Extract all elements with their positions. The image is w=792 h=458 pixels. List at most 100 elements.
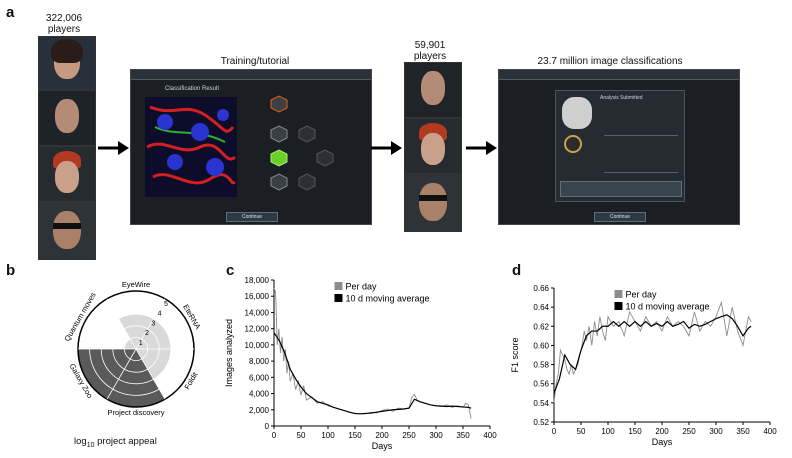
hex-option-icons	[270, 95, 334, 191]
stats-rows	[604, 135, 678, 173]
continue-button-1[interactable]: Continue	[226, 212, 278, 222]
continue-button-2[interactable]: Continue	[594, 212, 646, 222]
y-tick-label: 6,000	[249, 373, 270, 382]
y-axis-label: F1 score	[510, 337, 520, 372]
arrow-icon-2	[371, 141, 402, 155]
avatar-portrait-7	[404, 174, 462, 232]
rank-bar	[560, 181, 682, 197]
radar-ring-label: 5	[164, 301, 168, 308]
radar-ring-label: 1	[139, 340, 143, 347]
panel-c-letter: c	[226, 262, 235, 279]
rank-badge-icon	[564, 135, 582, 153]
radar-caption-log: log	[74, 436, 87, 447]
legend-label: Per day	[625, 290, 657, 300]
x-tick-label: 50	[577, 427, 586, 436]
x-tick-label: 350	[456, 431, 470, 440]
y-tick-label: 0.52	[533, 418, 549, 427]
x-tick-label: 150	[348, 431, 362, 440]
screen-title: Classification Result	[165, 86, 220, 92]
y-tick-label: 8,000	[249, 357, 270, 366]
legend-label: 10 d moving average	[345, 294, 429, 304]
x-tick-label: 400	[763, 427, 777, 436]
radar-axis-label: EyeWire	[122, 280, 150, 289]
x-tick-label: 200	[655, 427, 669, 436]
radar-spoke	[106, 348, 137, 400]
legend-label: Per day	[345, 282, 377, 292]
legend-swatch	[334, 294, 343, 302]
y-tick-label: 2,000	[249, 406, 270, 415]
avatar-portrait-1	[38, 36, 96, 90]
players-count-2-unit: players	[413, 51, 447, 62]
x-tick-label: 100	[321, 431, 335, 440]
x-tick-label: 250	[682, 427, 696, 436]
players-count-2: 59,901 players	[400, 40, 460, 62]
players-count-1-value: 322,006	[45, 13, 83, 24]
players-count-1: 322,006 players	[34, 13, 94, 35]
x-tick-label: 250	[402, 431, 416, 440]
avatar-portrait-5	[404, 62, 462, 118]
legend-swatch	[614, 302, 623, 310]
x-axis-label: Days	[372, 441, 393, 451]
screenshot-analysis-submitted: Analysis Submitted Continue	[498, 69, 740, 225]
series-line-per-day	[273, 287, 472, 419]
series-line-moving-average	[553, 314, 752, 394]
x-tick-label: 350	[736, 427, 750, 436]
avatar-face	[421, 133, 445, 165]
x-tick-label: 400	[483, 431, 497, 440]
y-tick-label: 18,000	[245, 276, 270, 285]
x-tick-label: 150	[628, 427, 642, 436]
dialog-title: Analysis Submitted	[600, 95, 643, 101]
legend-label: 10 d moving average	[625, 302, 709, 312]
radar-caption-sub: 10	[86, 441, 95, 449]
avatar-face	[421, 71, 445, 105]
x-tick-label: 0	[272, 431, 277, 440]
radar-caption: log10 project appeal	[74, 436, 194, 449]
y-tick-label: 4,000	[249, 390, 270, 399]
radar-ring-label: 2	[145, 330, 149, 337]
avatar-portrait-4	[38, 202, 96, 260]
x-axis-label: Days	[652, 437, 673, 447]
panel-a-letter: a	[6, 4, 15, 21]
players-count-1-unit: players	[47, 24, 81, 35]
panel-d-letter: d	[512, 262, 522, 279]
screen-topbar	[131, 70, 371, 80]
panel-b-letter: b	[6, 262, 16, 279]
avatar-face	[53, 211, 81, 249]
y-tick-label: 12,000	[245, 325, 270, 334]
radar-spoke	[135, 348, 166, 400]
radar-sector-project-discovery	[107, 349, 165, 407]
x-tick-label: 300	[709, 427, 723, 436]
avatar-portrait-2	[38, 90, 96, 146]
avatar-portrait-6	[404, 118, 462, 174]
eyepatch	[419, 195, 447, 201]
y-tick-label: 0	[265, 422, 270, 431]
radar-axis-label: Project discovery	[107, 408, 164, 417]
series-line-per-day	[553, 300, 752, 403]
y-tick-label: 0.64	[533, 303, 549, 312]
radar-ring-label: 3	[151, 320, 155, 327]
radar-spoke	[135, 298, 166, 350]
radar-caption-rest: project appeal	[94, 436, 157, 447]
y-tick-label: 0.58	[533, 361, 549, 370]
cell-image-render	[145, 97, 237, 197]
dialog-box: Analysis Submitted	[555, 90, 685, 202]
training-label: Training/tutorial	[220, 56, 290, 67]
arrow-icon-1	[98, 141, 129, 155]
radar-sector-eyewire	[118, 314, 154, 349]
avatar-face	[55, 99, 79, 133]
line-chart-images: 0 2,000 4,000 6,000 8,000 10,000 12,000 14,000 1…	[224, 276, 497, 451]
x-tick-label: 100	[601, 427, 615, 436]
x-tick-label: 50	[297, 431, 306, 440]
x-tick-label: 0	[552, 427, 557, 436]
y-tick-label: 0.62	[533, 322, 549, 331]
x-tick-label: 300	[429, 431, 443, 440]
y-tick-label: 0.66	[533, 284, 549, 293]
y-tick-label: 16,000	[245, 292, 270, 301]
y-tick-label: 0.56	[533, 380, 549, 389]
radar-spoke	[106, 298, 137, 350]
x-tick-label: 200	[375, 431, 389, 440]
players-count-2-value: 59,901	[414, 40, 446, 51]
eyepatch	[53, 223, 81, 229]
classifications-label: 23.7 million image classifications	[537, 56, 683, 67]
